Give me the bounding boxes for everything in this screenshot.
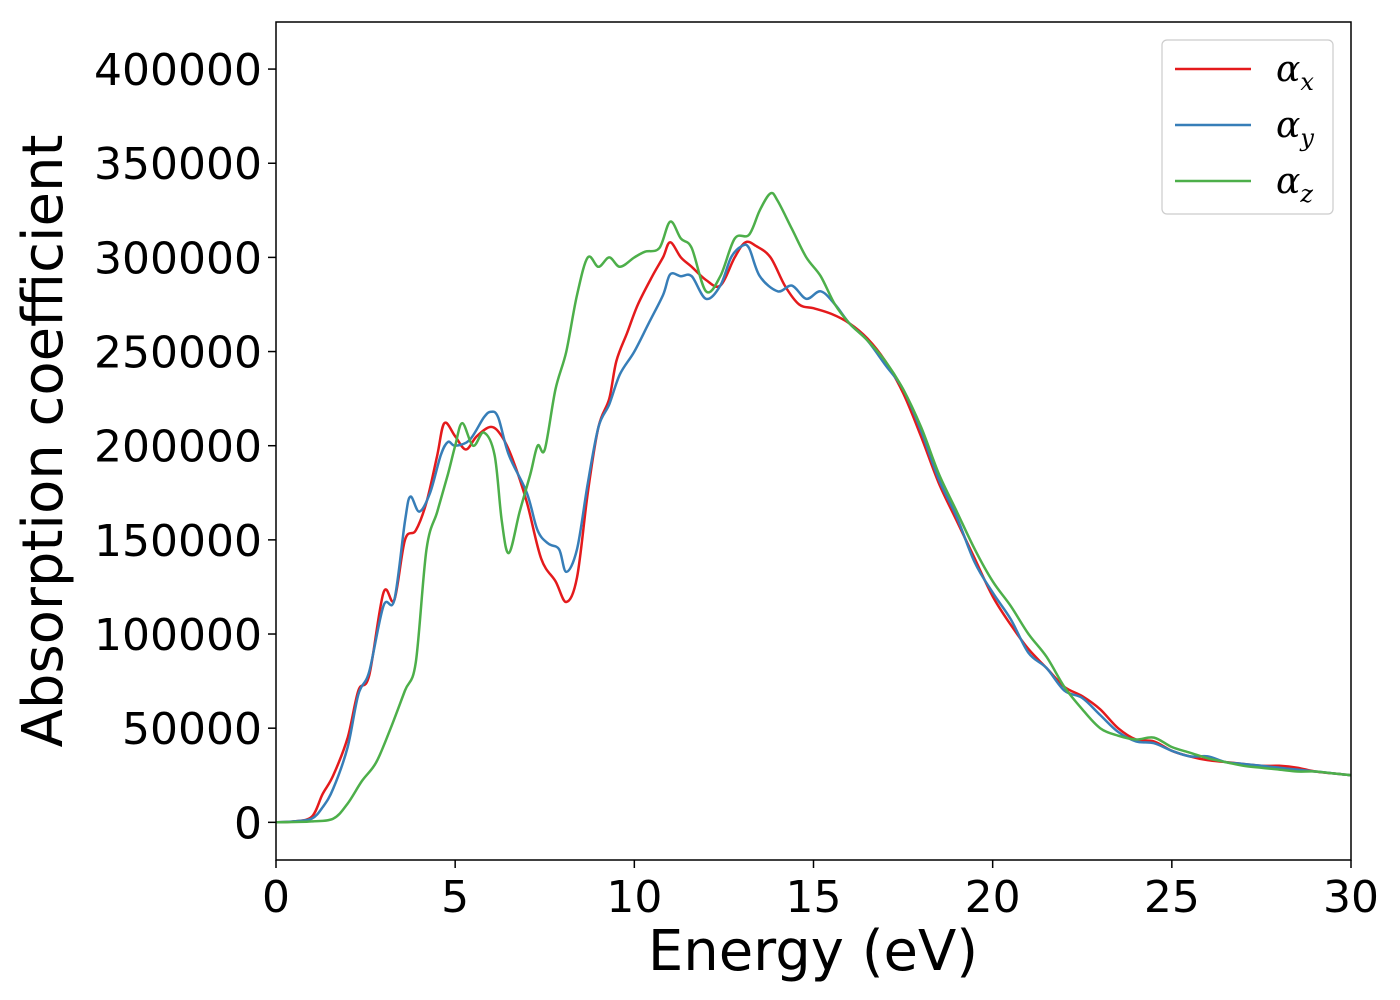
y-tick-label: 350000 (94, 139, 262, 190)
y-tick-label: 200000 (94, 422, 262, 473)
series-line-z (275, 191, 1352, 824)
x-tick-label: 20 (965, 872, 1021, 923)
legend-box (1161, 39, 1334, 215)
y-tick-label: 100000 (94, 610, 262, 661)
y-tick-label: 300000 (94, 233, 262, 284)
x-axis-title: Energy (eV) (648, 919, 978, 984)
y-tick-label: 0 (234, 798, 262, 849)
legend-label-x: αx (1276, 49, 1314, 96)
y-tick-label: 250000 (94, 328, 262, 379)
x-tick-label: 10 (606, 872, 662, 923)
y-tick-label: 150000 (94, 516, 262, 567)
x-tick-label: 30 (1323, 872, 1379, 923)
legend-label-y: αy (1276, 105, 1314, 152)
x-tick-label: 5 (441, 872, 469, 923)
y-tick-label: 50000 (122, 704, 262, 755)
y-tick-label: 400000 (94, 45, 262, 96)
series-layer (275, 191, 1352, 824)
x-tick-label: 25 (1144, 872, 1200, 923)
x-tick-label: 0 (262, 872, 290, 923)
x-tick-label: 15 (786, 872, 842, 923)
y-axis-title: Absorption coefficient (11, 135, 76, 748)
series-line-y (275, 243, 1352, 824)
series-line-x (275, 240, 1352, 824)
x-axis: 0 5 10 15 20 25 30 (262, 860, 1379, 923)
legend-label-z: αz (1276, 161, 1313, 208)
legend: αx αy αz (1161, 39, 1334, 215)
y-axis: 0 50000 100000 150000 200000 250000 300000 3500… (94, 45, 276, 849)
